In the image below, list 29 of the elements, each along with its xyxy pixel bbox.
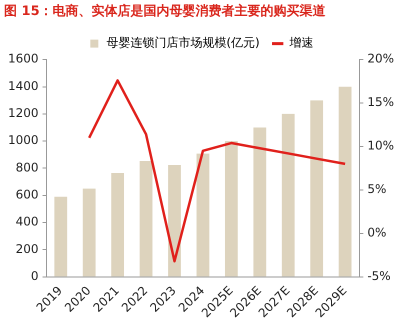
legend-label: 母婴连锁门店市场规模(亿元): [106, 36, 260, 50]
bar: [196, 154, 210, 276]
bar: [168, 164, 181, 276]
y-tick-label: 800: [16, 160, 39, 174]
bar: [224, 141, 238, 276]
chart-title: 图 15：电商、实体店是国内母婴消费者主要的购买渠道: [4, 3, 327, 20]
y-tick-label: 400: [16, 214, 39, 229]
y-tick-label: 1600: [8, 52, 39, 66]
y2-tick-label: 15%: [367, 95, 394, 110]
y-tick-label: 1000: [8, 133, 39, 148]
y-tick-label: 1400: [8, 78, 39, 93]
bar: [310, 100, 324, 276]
y2-tick-label: 10%: [367, 138, 394, 153]
bar: [111, 172, 124, 276]
bar: [54, 196, 68, 276]
bar: [253, 127, 266, 276]
y2-tick-label: -5%: [367, 268, 391, 283]
bar: [140, 161, 152, 276]
y2-tick-label: 0%: [367, 226, 386, 240]
y-tick-label: 200: [16, 242, 39, 256]
bar: [282, 114, 295, 276]
y-tick-label: 1200: [8, 106, 39, 120]
bar: [82, 188, 96, 276]
y2-tick-label: 20%: [367, 52, 394, 66]
y-tick-label: 0: [30, 268, 39, 283]
bar: [338, 86, 352, 276]
y-tick-label: 600: [16, 188, 39, 202]
y2-tick-label: 5%: [367, 182, 386, 196]
legend-label: 增速: [288, 36, 314, 50]
